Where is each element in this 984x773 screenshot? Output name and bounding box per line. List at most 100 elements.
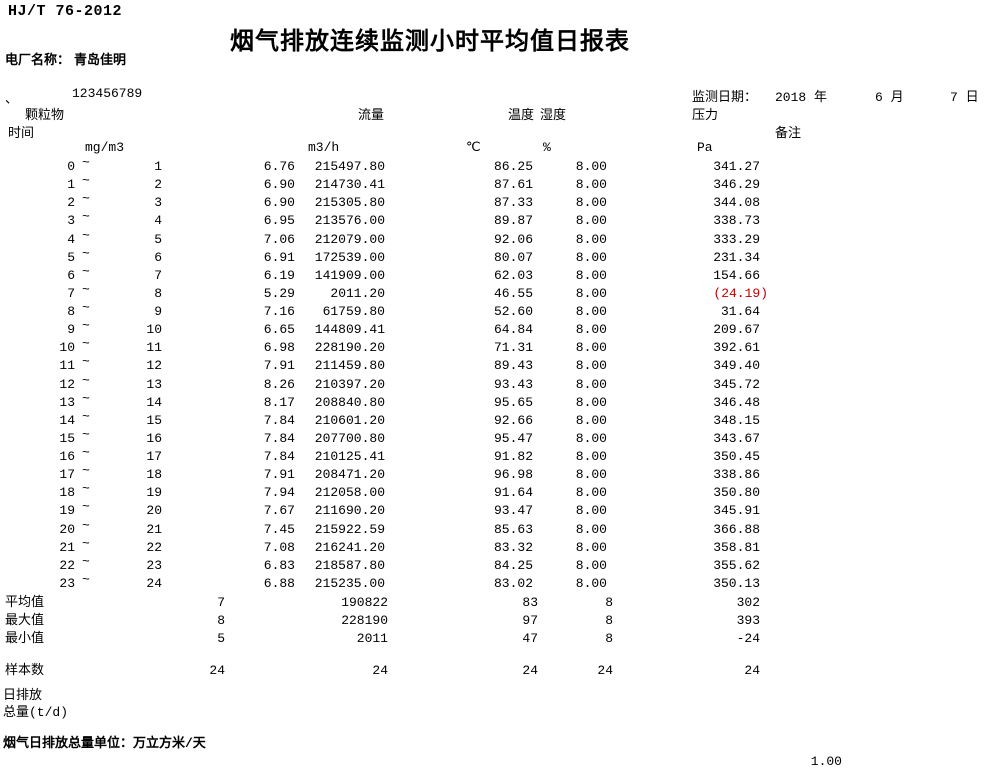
table-row: 6 ~7 6.19 141909.00 62.03 8.00 154.66: [0, 264, 984, 286]
cell-hour-end: 21: [146, 521, 162, 537]
report-title: 烟气排放连续监测小时平均值日报表: [230, 28, 630, 55]
cell-particulate: 5.29: [263, 285, 295, 301]
cell-hour-end: 4: [154, 213, 162, 229]
cell-hour-end: 22: [146, 539, 162, 555]
cell-particulate: 6.90: [263, 195, 295, 211]
cell-particulate: 8.17: [263, 394, 295, 410]
cell-temperature: 47: [522, 631, 538, 646]
table-row: 9 ~10 6.65 144809.41 64.84 8.00 209.67: [0, 318, 984, 340]
column-header-flow: 流量: [358, 108, 385, 123]
table-row: 16 ~17 7.84 210125.41 91.82 8.00 350.45: [0, 445, 984, 467]
cell-hour-start: 7: [67, 285, 75, 301]
column-header-particulate: 颗粒物: [25, 108, 65, 123]
cell-particulate: 6.83: [263, 557, 295, 573]
cell-temperature: 95.47: [493, 430, 533, 446]
cell-hour-end: 2: [154, 177, 162, 193]
cell-pressure: 209.67: [713, 322, 760, 338]
unit-humidity: %: [543, 140, 551, 155]
summary-row-label: 平均值: [5, 595, 45, 610]
cell-hour-start: 0: [67, 159, 75, 174]
cell-flow: 208471.20: [314, 467, 385, 483]
cell-hour-start: 14: [59, 412, 75, 428]
cell-hour-end: 6: [154, 249, 162, 265]
cell-hour-end: 7: [154, 267, 162, 283]
range-tilde: ~: [82, 535, 90, 551]
daily-emission-label-line2: 总量(t/d): [3, 705, 69, 720]
cell-temperature: 93.43: [493, 376, 533, 392]
cell-pressure: 344.08: [713, 195, 760, 211]
cell-particulate: 6.88: [263, 575, 295, 591]
cell-temperature: 95.65: [493, 394, 533, 410]
range-tilde: ~: [82, 463, 90, 479]
cell-flow: 24: [372, 663, 388, 678]
cell-hour-end: 10: [146, 322, 162, 338]
date-year: 2018 年: [775, 90, 828, 105]
cell-temperature: 87.61: [493, 177, 533, 193]
cell-hour-start: 5: [67, 249, 75, 265]
total-unit-note: 烟气日排放总量单位：万立方米/天: [3, 736, 206, 751]
cell-humidity: 8.00: [575, 539, 607, 555]
column-header-remark: 备注: [775, 126, 802, 141]
summary-row: 平均值 7 190822 83 8 302: [0, 595, 984, 613]
cell-flow: 2011: [356, 631, 388, 646]
range-tilde: ~: [82, 281, 90, 297]
cell-particulate: 6.91: [263, 249, 295, 265]
cell-pressure: 366.88: [713, 521, 760, 537]
cell-pressure: 346.48: [713, 394, 760, 410]
range-tilde: ~: [82, 209, 90, 225]
cell-hour-start: 23: [59, 575, 75, 591]
cell-particulate: 7.91: [263, 358, 295, 374]
cell-hour-end: 8: [154, 285, 162, 301]
page-number: 1.00: [810, 754, 842, 769]
column-header-pressure: 压力: [692, 108, 719, 123]
table-row: 8 ~9 7.16 61759.80 52.60 8.00 31.64: [0, 300, 984, 322]
range-tilde: ~: [82, 354, 90, 370]
cell-temperature: 91.64: [493, 485, 533, 501]
range-tilde: ~: [82, 191, 90, 207]
cell-humidity: 8.00: [575, 449, 607, 465]
monitor-date-label: 监测日期：: [692, 90, 758, 105]
cell-particulate: 7.84: [263, 412, 295, 428]
unit-temperature: ℃: [466, 140, 481, 155]
cell-humidity: 8.00: [575, 503, 607, 519]
cell-temperature: 89.43: [493, 358, 533, 374]
cell-flow: 210601.20: [314, 412, 385, 428]
column-header-temperature: 温度: [508, 108, 535, 123]
cell-flow: 211690.20: [314, 503, 385, 519]
daily-emission-label-line1: 日排放: [3, 688, 43, 703]
range-tilde: ~: [82, 300, 90, 316]
cell-hour-start: 4: [67, 231, 75, 247]
table-row: 14 ~15 7.84 210601.20 92.66 8.00 348.15: [0, 409, 984, 431]
range-tilde: ~: [82, 318, 90, 334]
cell-temperature: 64.84: [493, 322, 533, 338]
range-tilde: ~: [82, 481, 90, 497]
cell-flow: 218587.80: [314, 557, 385, 573]
cell-particulate: 6.19: [263, 267, 295, 283]
range-tilde: ~: [82, 173, 90, 189]
cell-humidity: 8.00: [575, 430, 607, 446]
cell-temperature: 83: [522, 595, 538, 610]
table-row: 3 ~4 6.95 213576.00 89.87 8.00 338.73: [0, 209, 984, 231]
cell-hour-start: 21: [59, 539, 75, 555]
cell-hour-start: 6: [67, 267, 75, 283]
cell-hour-start: 11: [59, 358, 75, 374]
cell-hour-start: 19: [59, 503, 75, 519]
cell-temperature: 83.32: [493, 539, 533, 555]
range-tilde: ~: [82, 553, 90, 569]
range-tilde: ~: [82, 336, 90, 352]
cell-temperature: 80.07: [493, 249, 533, 265]
cell-flow: 210125.41: [314, 449, 385, 465]
cell-humidity: 8.00: [575, 231, 607, 247]
cell-pressure: 350.45: [713, 449, 760, 465]
cell-pressure: 393: [736, 613, 760, 628]
cell-flow: 211459.80: [314, 358, 385, 374]
cell-humidity: 8.00: [575, 267, 607, 283]
cell-particulate: 8: [217, 613, 225, 628]
cell-humidity: 8.00: [575, 412, 607, 428]
standard-number: HJ/T 76-2012: [8, 3, 123, 20]
cell-flow: 215235.00: [314, 575, 385, 591]
cell-particulate: 7.16: [263, 304, 295, 320]
cell-temperature: 71.31: [493, 340, 533, 356]
cell-temperature: 86.25: [493, 159, 533, 174]
cell-flow: 228190.20: [314, 340, 385, 356]
